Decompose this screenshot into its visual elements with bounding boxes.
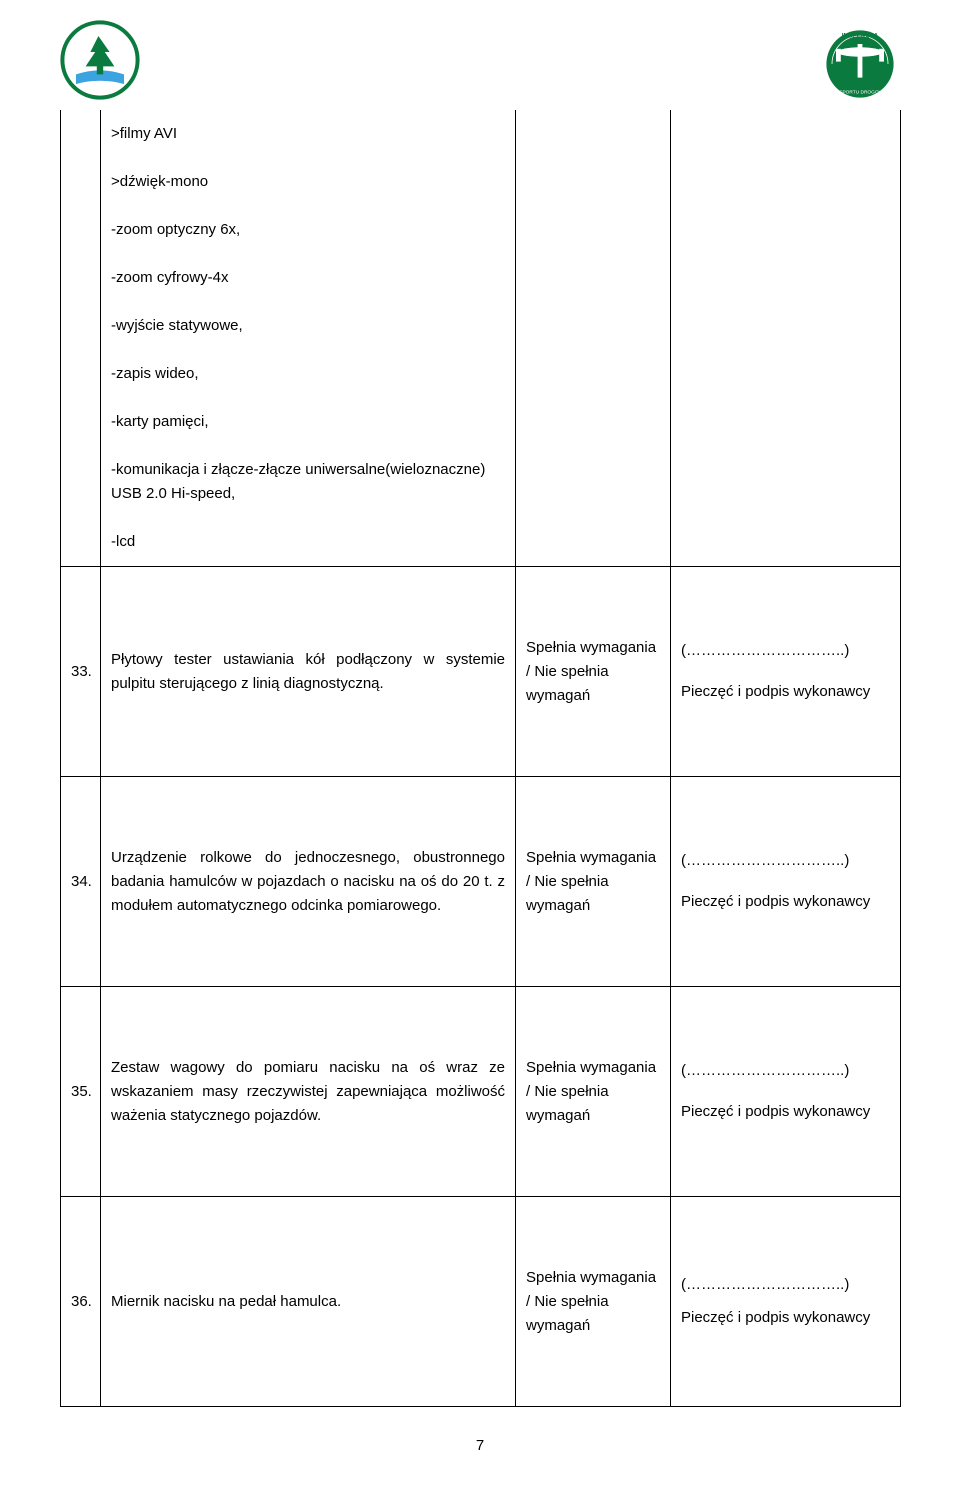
cell-desc-continued: >filmy AVI >dźwięk-mono -zoom optyczny 6… (101, 110, 516, 567)
cell-status: Spełnia wymagania / Nie spełnia wymagań (516, 567, 671, 777)
right-logo-icon: INSPEKCJA TRANSPORTU DROGOWEGO (820, 20, 900, 100)
cell-num: 34. (61, 777, 101, 987)
sig-label: Pieczęć i podpis wykonawcy (681, 891, 890, 914)
cell-status-empty (516, 110, 671, 567)
cell-num: 33. (61, 567, 101, 777)
cell-status: Spełnia wymagania / Nie spełnia wymagań (516, 1197, 671, 1407)
spec-line: -komunikacja i złącze-złącze uniwersalne… (111, 458, 505, 506)
table-row: 34. Urządzenie rolkowe do jednoczesnego,… (61, 777, 901, 987)
cell-num: 36. (61, 1197, 101, 1407)
spec-line: -karty pamięci, (111, 410, 505, 434)
page-container: INSPEKCJA TRANSPORTU DROGOWEGO >filmy AV… (0, 0, 960, 1494)
cell-num-empty (61, 110, 101, 567)
page-number: 7 (60, 1437, 900, 1454)
table-row: 33. Płytowy tester ustawiania kół podłąc… (61, 567, 901, 777)
cell-sig: (…………………………..) Pieczęć i podpis wykonawc… (671, 567, 901, 777)
table-row-continued: >filmy AVI >dźwięk-mono -zoom optyczny 6… (61, 110, 901, 567)
cell-num: 35. (61, 987, 101, 1197)
spec-line: -lcd (111, 530, 505, 554)
spec-line: -zapis wideo, (111, 362, 505, 386)
svg-text:INSPEKCJA: INSPEKCJA (842, 33, 879, 40)
cell-sig: (…………………………..) Pieczęć i podpis wykonawc… (671, 777, 901, 987)
cell-desc: Urządzenie rolkowe do jednoczesnego, obu… (101, 777, 516, 987)
cell-status: Spełnia wymagania / Nie spełnia wymagań (516, 777, 671, 987)
spec-line: -zoom cyfrowy-4x (111, 266, 505, 290)
sig-dots: (…………………………..) (681, 1274, 890, 1297)
spec-line: >dźwięk-mono (111, 170, 505, 194)
cell-sig: (…………………………..) Pieczęć i podpis wykonawc… (671, 1197, 901, 1407)
sig-label: Pieczęć i podpis wykonawcy (681, 681, 890, 704)
spec-line: -zoom optyczny 6x, (111, 218, 505, 242)
sig-dots: (…………………………..) (681, 850, 890, 873)
left-logo-icon (60, 20, 140, 100)
sig-dots: (…………………………..) (681, 640, 890, 663)
cell-sig: (…………………………..) Pieczęć i podpis wykonawc… (671, 987, 901, 1197)
cell-status: Spełnia wymagania / Nie spełnia wymagań (516, 987, 671, 1197)
cell-desc: Płytowy tester ustawiania kół podłączony… (101, 567, 516, 777)
cell-sig-empty (671, 110, 901, 567)
spec-table: >filmy AVI >dźwięk-mono -zoom optyczny 6… (60, 110, 901, 1407)
spec-line: >filmy AVI (111, 122, 505, 146)
sig-label: Pieczęć i podpis wykonawcy (681, 1101, 890, 1124)
header-logos: INSPEKCJA TRANSPORTU DROGOWEGO (60, 20, 900, 100)
sig-label: Pieczęć i podpis wykonawcy (681, 1307, 890, 1330)
sig-dots: (…………………………..) (681, 1060, 890, 1083)
cell-desc: Zestaw wagowy do pomiaru nacisku na oś w… (101, 987, 516, 1197)
spec-line: -wyjście statywowe, (111, 314, 505, 338)
table-row: 35. Zestaw wagowy do pomiaru nacisku na … (61, 987, 901, 1197)
cell-desc: Miernik nacisku na pedał hamulca. (101, 1197, 516, 1407)
svg-text:TRANSPORTU DROGOWEGO: TRANSPORTU DROGOWEGO (826, 90, 894, 96)
table-row: 36. Miernik nacisku na pedał hamulca. Sp… (61, 1197, 901, 1407)
